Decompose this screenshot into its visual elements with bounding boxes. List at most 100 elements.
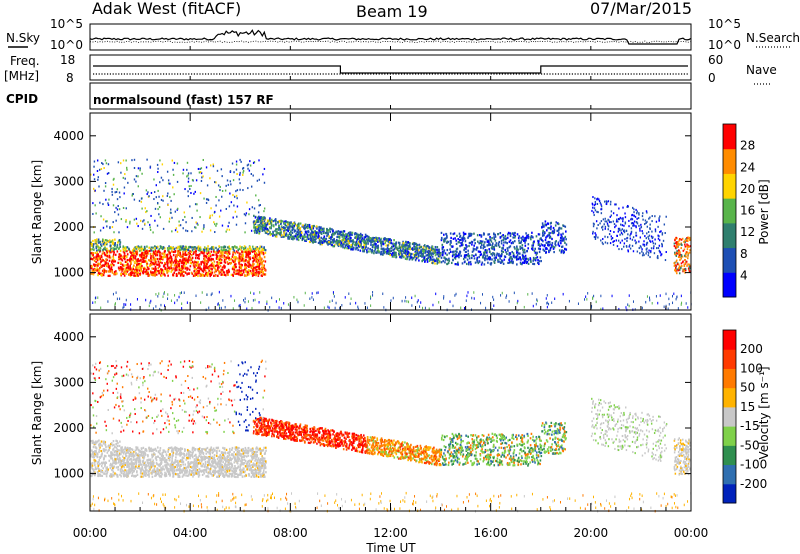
- power-pixel: [254, 248, 257, 251]
- power-pixel: [532, 259, 535, 262]
- power-pixel: [680, 254, 683, 257]
- power-pixel: [197, 260, 199, 264]
- power-pixel: [538, 260, 541, 263]
- power-pixel: [128, 273, 131, 276]
- power-pixel: [242, 166, 245, 169]
- power-pixel: [461, 262, 464, 265]
- power-pixel: [149, 252, 152, 256]
- power-pixel: [259, 204, 262, 207]
- power-pixel: [504, 238, 506, 241]
- power-pixel: [184, 252, 187, 255]
- power-pixel: [172, 186, 174, 189]
- power-pixel: [526, 260, 529, 264]
- power-pixel: [112, 260, 115, 263]
- power-pixel: [327, 305, 329, 309]
- power-pixel: [194, 190, 196, 193]
- power-pixel: [645, 210, 648, 213]
- power-pixel: [675, 259, 678, 262]
- power-pixel: [531, 248, 534, 251]
- power-pixel: [244, 300, 246, 304]
- power-pixel: [600, 203, 602, 206]
- power-pixel: [223, 249, 226, 252]
- power-pixel: [140, 200, 143, 203]
- power-pixel: [458, 232, 461, 235]
- power-pixel: [372, 238, 374, 242]
- power-pixel: [647, 254, 650, 257]
- power-pixel: [527, 257, 529, 261]
- power-pixel: [231, 259, 234, 262]
- power-pixel: [609, 230, 612, 233]
- power-pixel: [314, 234, 317, 237]
- power-pixel: [548, 233, 551, 236]
- power-pixel: [604, 235, 606, 238]
- power-pixel: [175, 254, 178, 257]
- power-pixel: [305, 239, 307, 243]
- power-pixel: [98, 262, 101, 266]
- power-pixel: [668, 302, 670, 306]
- power-pixel: [680, 247, 682, 250]
- power-pixel: [414, 242, 417, 246]
- power-pixel: [687, 244, 689, 247]
- power-pixel: [642, 243, 644, 246]
- power-pixel: [423, 256, 425, 260]
- power-pixel: [338, 235, 341, 238]
- power-pixel: [661, 232, 664, 235]
- power-pixel: [156, 201, 159, 204]
- power-pixel: [123, 303, 125, 306]
- power-pixel: [167, 182, 170, 185]
- power-pixel: [452, 232, 455, 236]
- power-pixel: [188, 259, 190, 262]
- power-pixel: [206, 293, 208, 296]
- power-pixel: [118, 253, 121, 256]
- power-pixel: [404, 251, 406, 254]
- power-pixel: [204, 254, 206, 258]
- power-pixel: [476, 256, 479, 259]
- power-pixel: [143, 268, 145, 271]
- power-pixel: [677, 249, 680, 252]
- power-pixel: [391, 255, 394, 258]
- power-pixel: [364, 302, 366, 305]
- power-pixel: [144, 257, 147, 260]
- power-pixel: [310, 233, 313, 236]
- power-pixel: [321, 240, 324, 243]
- power-pixel: [470, 233, 473, 236]
- power-pixel: [105, 162, 108, 165]
- power-pixel: [178, 246, 180, 249]
- power-pixel: [222, 246, 225, 249]
- power-pixel: [446, 258, 449, 262]
- power-pixel: [270, 222, 273, 226]
- power-pixel: [464, 256, 467, 259]
- power-pixel: [270, 232, 273, 236]
- power-pixel: [673, 262, 675, 265]
- power-pixel: [156, 224, 159, 227]
- power-pixel: [130, 267, 132, 270]
- power-pixel: [133, 166, 136, 169]
- power-pixel: [552, 226, 555, 230]
- power-pixel: [97, 176, 100, 179]
- power-pixel: [357, 237, 360, 240]
- power-pixel: [182, 172, 184, 175]
- power-pixel: [253, 221, 256, 224]
- power-pixel: [608, 221, 611, 224]
- power-pixel: [657, 257, 659, 260]
- power-pixel: [542, 231, 544, 234]
- power-pixel: [677, 307, 679, 310]
- power-pixel: [231, 162, 234, 165]
- power-pixel: [213, 260, 216, 263]
- power-pixel: [450, 239, 452, 243]
- power-pixel: [404, 252, 407, 255]
- power-pixel: [146, 193, 148, 196]
- power-pixel: [480, 240, 483, 243]
- power-pixel: [125, 220, 127, 223]
- power-pixel: [152, 267, 155, 270]
- power-pixel: [453, 253, 455, 256]
- power-pixel: [168, 267, 171, 270]
- power-pixel: [244, 231, 246, 234]
- power-pixel: [216, 250, 218, 253]
- power-pixel: [302, 224, 304, 227]
- power-pixel: [347, 231, 350, 235]
- power-pixel: [226, 271, 229, 274]
- power-pixel: [124, 258, 126, 261]
- power-pixel: [522, 251, 525, 254]
- power-pixel: [253, 249, 256, 253]
